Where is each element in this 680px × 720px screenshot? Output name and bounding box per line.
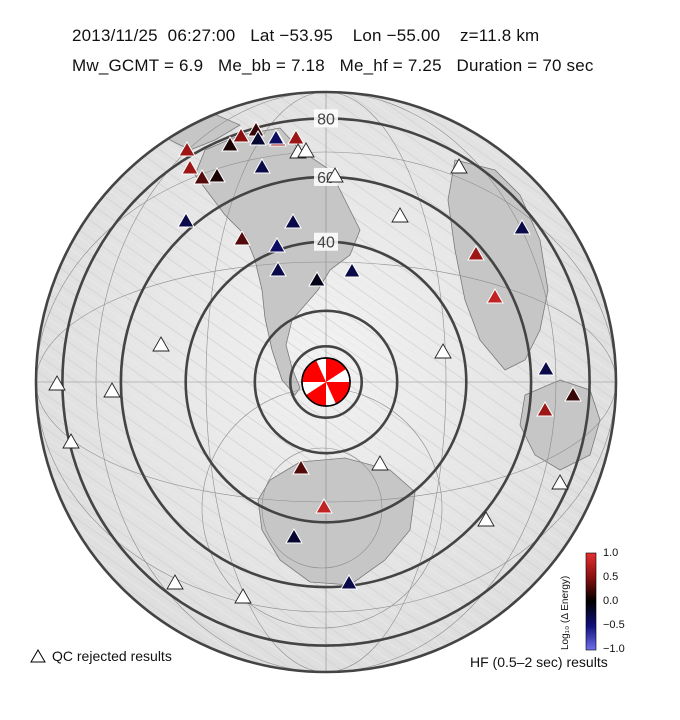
rejected-station-triangle: [103, 382, 121, 398]
focal-mechanism-beachball: [301, 357, 351, 407]
station-triangle: [308, 270, 326, 287]
rejected-station-triangle: [371, 455, 389, 471]
station-triangle: [340, 573, 358, 590]
rejected-station-triangle: [48, 375, 66, 391]
ring-label-60: 60: [317, 170, 335, 187]
station-triangle: [513, 218, 531, 235]
colorbar-tick-5: −1.0: [603, 643, 625, 655]
station-triangle: [269, 260, 287, 277]
ring-label-40: 40: [317, 235, 335, 252]
station-triangle: [232, 126, 250, 143]
station-triangle: [208, 166, 226, 183]
rejected-station-triangle: [450, 158, 468, 174]
colorbar-tick-2: 0.5: [603, 571, 619, 583]
ring-label-bg-80: [314, 109, 338, 128]
station-triangles: [48, 120, 582, 604]
qc-rejected-legend: QC rejected results: [30, 648, 172, 664]
distance-ring-20: [253, 309, 399, 455]
station-triangle: [221, 135, 239, 152]
ring-label-80: 80: [317, 111, 335, 128]
station-triangle: [315, 497, 333, 514]
rejected-station-triangle: [477, 511, 495, 527]
rejected-station-triangle: [391, 207, 409, 223]
colorbar-tick-3: 0.0: [603, 595, 619, 607]
africa-land: [447, 159, 549, 371]
colorbar-tick-4: −0.5: [603, 619, 625, 631]
rejected-station-triangle: [434, 343, 452, 359]
station-triangle: [343, 261, 361, 278]
station-triangle: [536, 400, 554, 417]
rejected-station-triangle: [152, 336, 170, 352]
rejected-station-triangle: [166, 574, 184, 590]
station-triangle: [285, 527, 303, 544]
station-triangle: [486, 287, 504, 304]
station-triangle: [564, 385, 582, 402]
distance-ring-90: [34, 90, 618, 674]
rejected-station-triangle: [326, 167, 344, 183]
station-triangle: [181, 158, 199, 175]
station-triangle: [284, 212, 302, 229]
landmasses: [159, 109, 601, 586]
rejected-triangle-icon: [30, 649, 46, 663]
station-triangle: [249, 129, 267, 146]
station-triangle: [467, 244, 485, 261]
event-header-line2: Mw_GCMT = 6.9 Me_bb = 7.18 Me_hf = 7.25 …: [72, 56, 594, 75]
colorbar-gradient: [585, 552, 597, 651]
colorbar-tick-1: 1.0: [603, 547, 619, 559]
rejected-station-triangle: [297, 142, 315, 158]
station-triangle: [253, 157, 271, 174]
station-triangle: [267, 128, 285, 145]
station-triangle: [268, 236, 286, 253]
hf-results-label: HF (0.5–2 sec) results: [470, 654, 608, 670]
rejected-station-triangle: [551, 474, 569, 490]
station-triangle: [292, 458, 310, 475]
station-triangle: [233, 229, 251, 246]
station-triangle: [537, 359, 555, 376]
station-triangle: [177, 211, 195, 228]
station-triangle: [178, 140, 196, 157]
station-triangle: [193, 168, 211, 185]
colorbar: [585, 552, 597, 651]
rejected-station-triangle: [62, 433, 80, 449]
qc-rejected-label: QC rejected results: [52, 648, 172, 664]
rejected-station-triangle: [234, 588, 252, 604]
colorbar-title: Log₁₀ (Δ Energy): [560, 575, 571, 650]
ring-label-bg-40: [314, 232, 338, 251]
station-triangle: [287, 128, 305, 145]
distance-ring-10: [288, 344, 363, 419]
event-header-line1: 2013/11/25 06:27:00 Lat −53.95 Lon −55.0…: [72, 26, 540, 45]
